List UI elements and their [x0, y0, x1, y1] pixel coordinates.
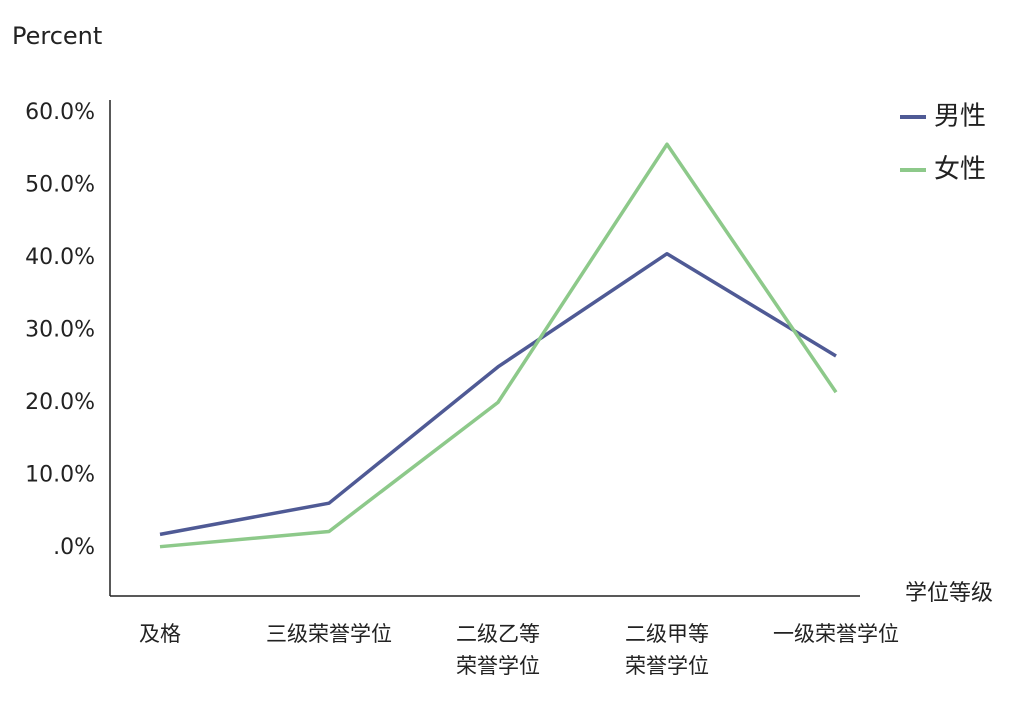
y-tick-label: 50.0%	[25, 173, 95, 198]
x-tick-label: 三级荣誉学位	[266, 622, 392, 646]
x-tick-label-line: 二级乙等	[456, 622, 540, 646]
x-tick-label-line: 三级荣誉学位	[266, 622, 392, 646]
y-tick-label: 10.0%	[25, 463, 95, 488]
x-tick-label: 及格	[139, 622, 181, 646]
x-tick-label-line: 荣誉学位	[625, 654, 709, 678]
y-tick-label: 20.0%	[25, 390, 95, 415]
series-line	[159, 142, 838, 549]
y-tick-label: 40.0%	[25, 245, 95, 270]
x-tick-label: 一级荣誉学位	[773, 622, 899, 646]
x-tick-label-line: 及格	[139, 622, 181, 646]
x-tick-label: 二级乙等荣誉学位	[456, 622, 540, 678]
x-tick-label-line: 荣誉学位	[456, 654, 540, 678]
y-tick-label: .0%	[53, 535, 95, 560]
x-tick-label-line: 一级荣誉学位	[773, 622, 899, 646]
series-line	[159, 251, 837, 537]
y-tick-label: 30.0%	[25, 318, 95, 343]
y-tick-label: 60.0%	[25, 100, 95, 125]
legend-label: 男性	[934, 102, 986, 132]
x-axis-label: 学位等级	[905, 581, 993, 606]
y-axis-label: Percent	[12, 22, 102, 50]
x-tick-label: 二级甲等荣誉学位	[625, 622, 709, 678]
x-tick-label-line: 二级甲等	[625, 622, 709, 646]
legend-label: 女性	[934, 155, 986, 185]
